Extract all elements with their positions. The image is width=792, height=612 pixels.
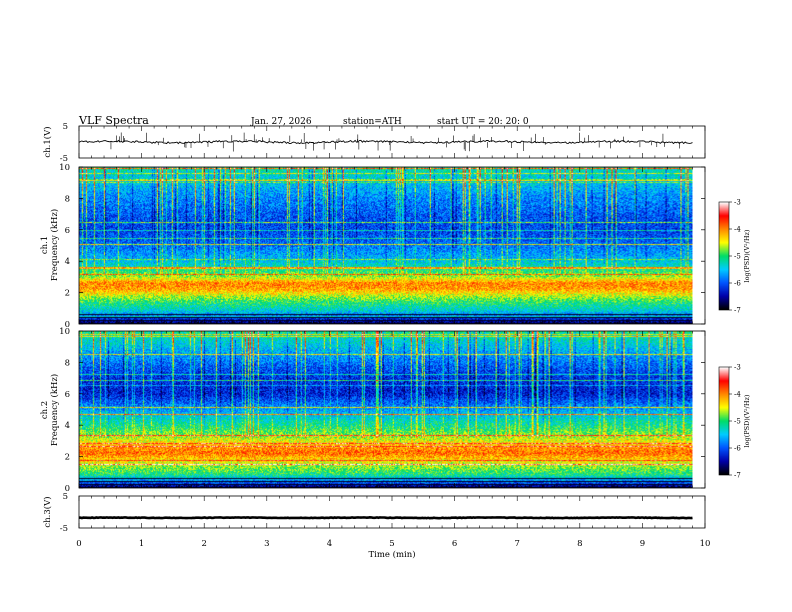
ch3-ytick-top: 5 (63, 492, 68, 502)
colorbar-tick-label: -5 (734, 253, 741, 261)
colorbar-ch1-label: log(PSD)(V²/Hz) (743, 229, 751, 282)
time-tick-label: 3 (264, 539, 269, 549)
colorbar-tick-label: -3 (734, 199, 741, 207)
frequency-tick-label: 6 (65, 226, 70, 236)
ch1-spectrogram-ylabel: Frequency (kHz) (49, 209, 60, 281)
time-tick-label: 8 (577, 539, 582, 549)
time-tick-label: 7 (514, 539, 519, 549)
time-tick-labels: 0 1 2 3 4 5 6 7 8 9 10 (76, 539, 710, 549)
ch3-ytick-bottom: -5 (60, 524, 68, 534)
colorbar-tick-label: -4 (734, 226, 741, 234)
ch3-waveform-ylabel: ch.3(V) (42, 496, 53, 527)
colorbar-tick-label: -7 (734, 472, 741, 480)
colorbar-tick-label: -5 (734, 418, 741, 426)
time-axis-label: Time (min) (368, 549, 415, 560)
frequency-tick-label: 10 (59, 327, 70, 337)
colorbar-ch1-gradient (719, 202, 729, 310)
colorbar-tick-label: -3 (734, 364, 741, 372)
ch1-spectrogram-panel: 0 2 4 6 8 10 ch.1 Frequency (kHz) (40, 163, 706, 330)
figure-title: VLF Spectra (78, 114, 149, 127)
header-station: station=ATH (343, 117, 402, 127)
frequency-tick-label: 10 (59, 163, 70, 173)
ch1-waveform-ylabel: ch.1(V) (42, 126, 53, 157)
frequency-tick-label: 2 (65, 453, 70, 463)
time-tick-label: 6 (452, 539, 457, 549)
ch1-spectrogram-image (79, 167, 693, 324)
colorbar-ch1-ticks: -3 -4 -5 -6 -7 (729, 199, 741, 315)
time-tick-label: 4 (327, 539, 332, 549)
frequency-tick-label: 2 (65, 289, 70, 299)
colorbar-ch1: -3 -4 -5 -6 -7 log(PSD)(V²/Hz) (718, 199, 751, 315)
time-tick-label: 5 (389, 539, 394, 549)
ch1-waveform-line (78, 139, 693, 145)
ch1-spectrogram-channel: ch.1 (40, 236, 50, 254)
ch3-waveform-line (78, 515, 693, 520)
header-start-time: start UT = 20: 20: 0 (437, 117, 529, 127)
time-tick-label: 0 (76, 539, 81, 549)
frequency-tick-label: 0 (65, 484, 70, 494)
frequency-tick-label: 8 (65, 358, 70, 368)
ch2-spectrogram-yticks: 0 2 4 6 8 10 (59, 327, 705, 494)
frequency-tick-label: 8 (65, 194, 70, 204)
ch3-waveform-frame (78, 495, 706, 529)
time-tick-label: 1 (139, 539, 144, 549)
colorbar-ch2: -3 -4 -5 -6 -7 log(PSD)(V²/Hz) (718, 364, 751, 480)
colorbar-tick-label: -6 (734, 280, 741, 288)
ch2-spectrogram-channel: ch.2 (40, 401, 50, 419)
colorbar-tick-label: -7 (734, 307, 741, 315)
ch2-spectrogram-ylabel: Frequency (kHz) (49, 374, 60, 446)
ch1-ytick-top: 5 (63, 122, 68, 132)
time-tick-label: 9 (640, 539, 645, 549)
frequency-tick-label: 0 (65, 320, 70, 330)
frequency-tick-label: 6 (65, 390, 70, 400)
colorbar-ch2-gradient (719, 367, 729, 475)
time-tick-label: 2 (201, 539, 206, 549)
colorbar-tick-label: -6 (734, 445, 741, 453)
time-tick-marks (78, 126, 706, 528)
ch1-waveform-spikes (110, 132, 680, 152)
frequency-tick-label: 4 (65, 421, 70, 431)
ch2-spectrogram-panel: 0 2 4 6 8 10 ch.2 Frequency (kHz) (40, 327, 706, 494)
ch1-waveform-panel: 5 -5 ch.1(V) (42, 122, 706, 164)
frequency-tick-label: 4 (65, 257, 70, 267)
colorbar-ch2-ticks: -3 -4 -5 -6 -7 (729, 364, 741, 480)
colorbar-tick-label: -4 (734, 391, 741, 399)
ch1-ytick-bottom: -5 (60, 154, 68, 164)
time-tick-label: 10 (700, 539, 711, 549)
colorbar-ch2-label: log(PSD)(V²/Hz) (743, 394, 751, 447)
ch1-spectrogram-yticks: 0 2 4 6 8 10 (59, 163, 705, 330)
header-date: Jan. 27, 2026 (250, 117, 312, 127)
ch2-spectrogram-image (79, 331, 693, 488)
ch3-waveform-panel: 5 -5 ch.3(V) (42, 492, 706, 534)
